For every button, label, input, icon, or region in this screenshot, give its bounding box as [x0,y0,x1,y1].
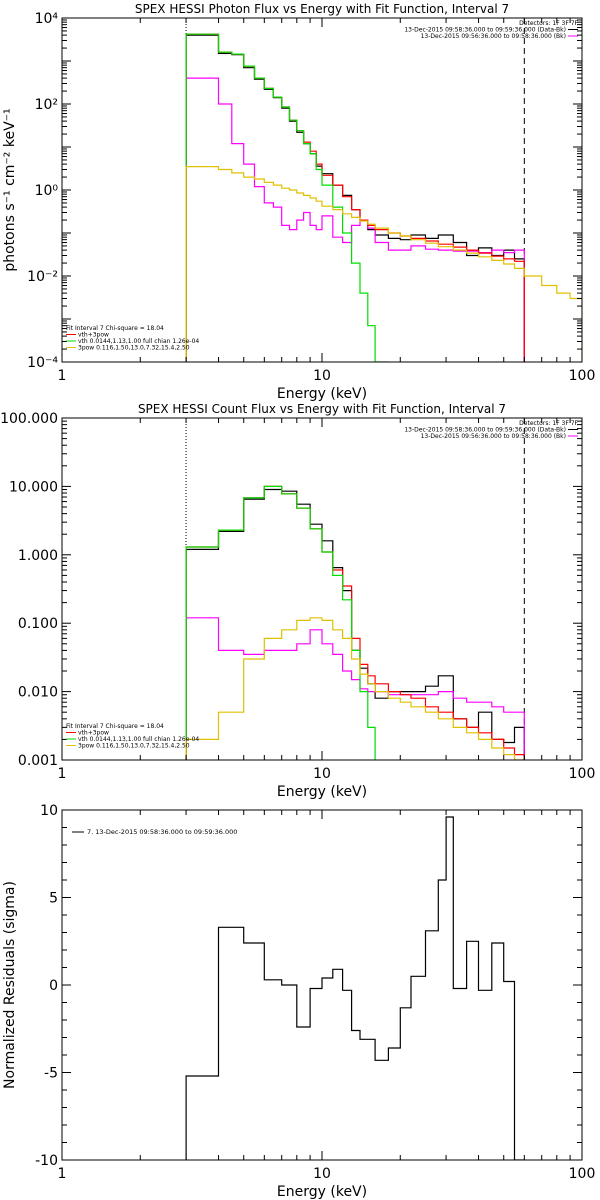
series-line-residuals [185,816,525,1160]
chart-title: SPEX HESSI Count Flux vs Energy with Fit… [138,402,506,416]
series-line-3pow [185,617,525,760]
chart-title: SPEX HESSI Photon Flux vs Energy with Fi… [135,2,509,16]
y-tick-label: 10⁻² [27,269,58,285]
x-axis-label: Energy (keV) [277,1184,367,1200]
x-tick-label: 1 [58,1166,67,1182]
y-tick-label: 10⁴ [35,11,59,27]
legend-entry: 7. 13-Dec-2015 09:58:36.000 to 09:59:36.… [87,828,237,836]
series-line-vth [185,485,376,760]
legend-entry: Detectors: 1F 3F 7F [519,420,578,427]
y-tick-label: 10 [40,803,58,819]
legend-entry: 3pow 0.116,1.50,13.0,7.32,15.4,2.50 [78,345,190,352]
y-tick-label: 10⁰ [35,183,59,199]
y-axis-label: Normalized Residuals (sigma) [2,881,18,1089]
y-tick-label: 0.010 [18,685,58,701]
x-tick-label: 100 [569,368,596,384]
x-tick-label: 1 [58,766,67,782]
series-line-data-bk [185,34,525,362]
y-tick-label: 10⁻⁴ [27,355,58,371]
series-line-bk [185,617,525,760]
legend-entry: 3pow 0.116,1.50,13.0,7.32,15.4,2.50 [78,743,190,750]
legend-entry: 13-Dec-2015 09:58:36.000 to 09:59:36.000… [404,27,566,34]
series-group [185,485,525,760]
y-axis-label: photons s⁻¹ cm⁻² keV⁻¹ [2,108,18,271]
y-tick-label: -5 [44,1066,58,1082]
y-tick-label: 100.000 [0,411,58,427]
legend-entry: 13-Dec-2015 09:56:36.000 to 09:58:36.000… [421,433,566,440]
x-tick-label: 10 [313,1166,331,1182]
plot-frame [61,17,583,363]
series-line-vth [185,33,389,362]
x-axis-label: Energy (keV) [277,784,367,800]
series-line-vth-3pow [185,33,525,362]
legend-entry: Fit Interval 7 Chi-square = 18.04 [66,723,164,730]
x-tick-label: 1 [58,368,67,384]
legend-entry: Fit Interval 7 Chi-square = 18.04 [66,325,164,332]
x-tick-label: 10 [313,368,331,384]
y-tick-label: 0 [49,978,58,994]
y-tick-label: -10 [35,1153,58,1169]
legend-entry: vth+3pow [78,332,109,339]
series-group [185,33,582,362]
series-line-3pow [185,166,582,362]
chart-count: SPEX HESSI Count Flux vs Energy with Fit… [0,402,595,800]
chart-photon: SPEX HESSI Photon Flux vs Energy with Fi… [2,2,595,402]
x-axis-label: Energy (keV) [277,386,367,402]
y-tick-label: 5 [49,891,58,907]
legend-entry: 13-Dec-2015 09:56:36.000 to 09:58:36.000… [421,33,566,40]
y-tick-label: 1.000 [18,548,58,564]
x-tick-label: 10 [313,766,331,782]
legend-entry: 13-Dec-2015 09:58:36.000 to 09:59:36.000… [404,427,566,434]
series-line-bk [185,77,525,362]
chart-residuals: 1 10 100 -10 -5 0 5 10 Energy (keV) Normalized Re… [2,803,595,1200]
x-tick-label: 100 [569,1166,596,1182]
y-tick-label: 10² [35,97,58,113]
legend-entry: vth+3pow [78,730,109,737]
series-group [185,816,525,1160]
legend-entry: vth 0.0144,1.13,1.00 full chian 1.26e-04 [78,736,199,743]
x-tick-label: 100 [569,766,596,782]
legend-entry: Detectors: 1F 3F 7F [519,20,578,27]
y-tick-label: 0.001 [18,753,58,769]
y-tick-label: 10.000 [9,479,58,495]
y-tick-label: 0.100 [18,616,58,632]
legend-entry: vth 0.0144,1.13,1.00 full chian 1.26e-04 [78,338,199,345]
